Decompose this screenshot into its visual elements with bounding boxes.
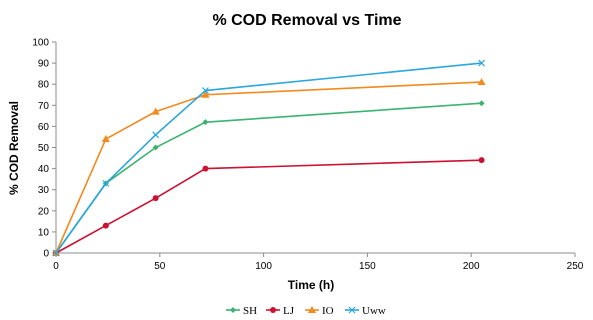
data-point-uww [478,59,486,67]
data-point-uww [102,179,110,187]
y-tick-label: 50 [38,143,50,154]
y-tick-label: 70 [38,101,50,112]
y-tick-label: 60 [38,122,50,133]
series-sh [53,100,485,256]
y-axis-label: % COD Removal [7,101,21,195]
x-tick-label: 150 [359,261,376,272]
x-tick-label: 250 [567,261,584,272]
legend-label-uww: Uww [362,305,386,317]
legend-item-sh: SH [226,305,257,317]
series-layer [52,59,486,257]
data-point-sh [478,100,485,107]
y-tick-label: 30 [38,185,50,196]
y-ticks: 0 10 20 30 40 50 60 70 80 90 100 [32,38,56,260]
legend-label-sh: SH [243,305,257,317]
x-axis-label: Time (h) [288,278,334,292]
x-ticks: 0 50 100 150 200 250 [53,253,584,272]
legend-marker-sh [230,307,236,313]
data-point-lj [152,195,159,202]
legend-marker-io [308,306,316,313]
legend-item-io: IO [305,305,334,317]
data-point-io [201,90,210,98]
data-point-lj [202,165,209,172]
data-point-io [101,135,110,143]
legend-label-io: IO [322,305,334,317]
y-tick-label: 90 [38,59,50,70]
data-point-uww [152,131,160,139]
data-point-uww [202,87,209,94]
data-point-sh [152,144,159,151]
legend-item-lj: LJ [266,305,295,317]
x-tick-label: 0 [53,261,59,272]
data-point-lj [102,222,109,229]
data-point-io [477,78,486,86]
y-tick-label: 100 [32,38,49,49]
axes [55,42,575,254]
data-point-lj [478,157,485,164]
legend-label-lj: LJ [283,305,295,317]
legend-item-uww: Uww [345,305,386,317]
y-tick-label: 10 [38,227,50,238]
y-tick-label: 80 [38,80,50,91]
series-line-sh [55,102,482,254]
chart-title: % COD Removal vs Time [212,12,401,29]
y-tick-label: 40 [38,164,50,175]
x-tick-label: 200 [463,261,480,272]
data-point-io [151,107,160,115]
x-tick-label: 100 [255,261,272,272]
data-point-uww [52,249,60,257]
legend-marker-uww [348,306,356,314]
y-tick-label: 20 [38,206,50,217]
legend: SH LJ IO Uww [226,305,386,317]
x-tick-label: 50 [154,261,166,272]
data-point-sh [202,119,209,126]
series-uww [52,59,486,257]
legend-marker-lj [270,307,276,313]
y-tick-label: 0 [43,249,49,260]
